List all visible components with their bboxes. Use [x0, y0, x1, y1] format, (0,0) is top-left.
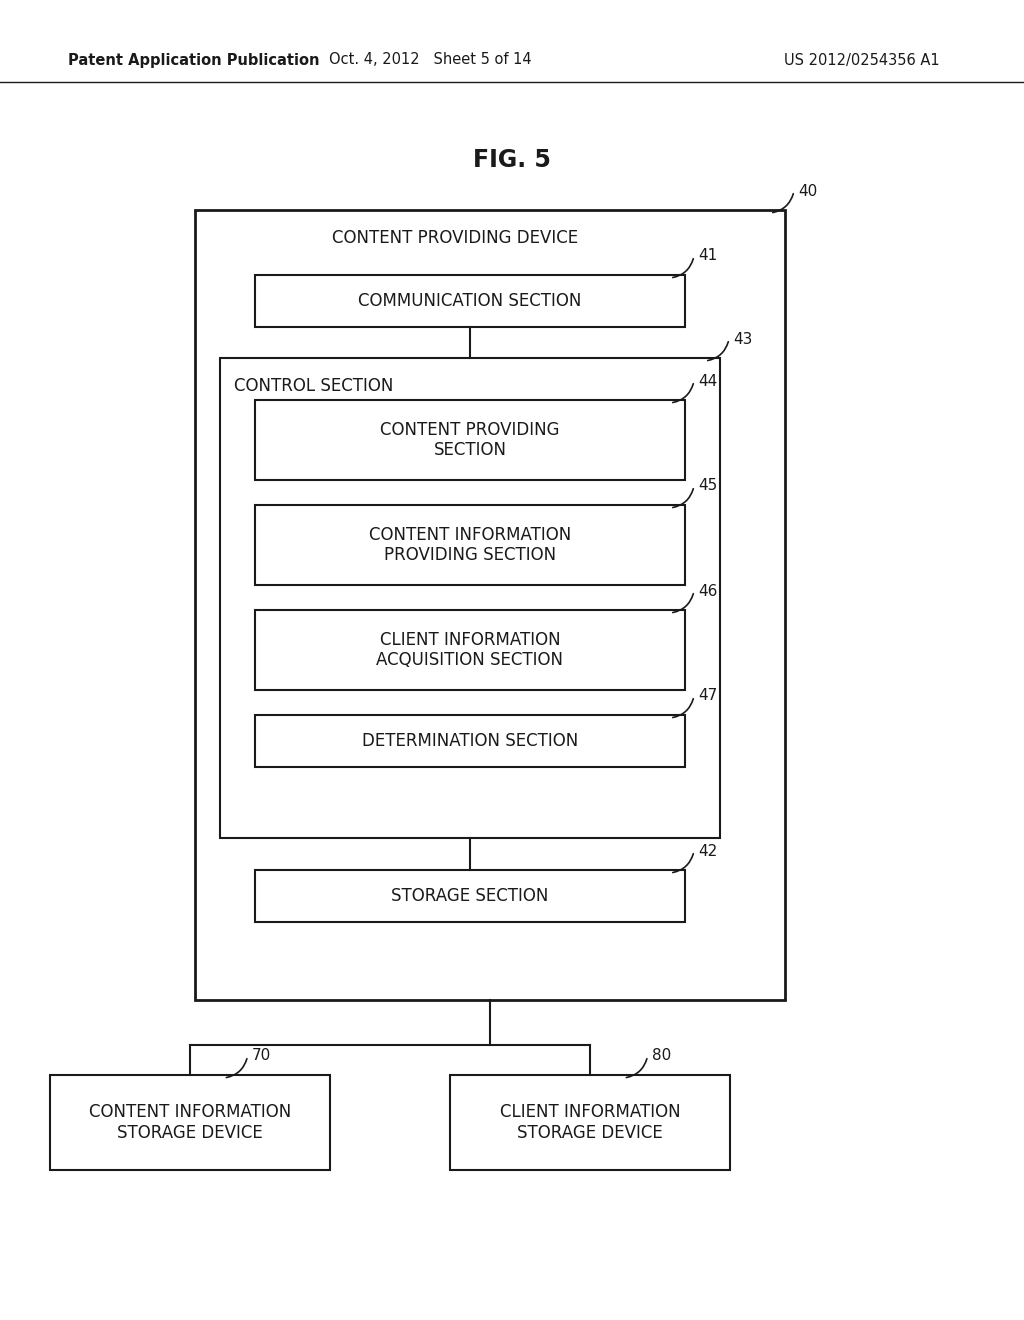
- Text: CONTENT INFORMATION
STORAGE DEVICE: CONTENT INFORMATION STORAGE DEVICE: [89, 1104, 291, 1142]
- Text: STORAGE SECTION: STORAGE SECTION: [391, 887, 549, 906]
- Text: 42: 42: [698, 843, 717, 858]
- Text: 47: 47: [698, 689, 717, 704]
- Text: 80: 80: [651, 1048, 671, 1064]
- Text: Oct. 4, 2012   Sheet 5 of 14: Oct. 4, 2012 Sheet 5 of 14: [329, 53, 531, 67]
- Bar: [255, 506, 685, 585]
- Text: 46: 46: [698, 583, 718, 598]
- Bar: [50, 1074, 330, 1170]
- Text: FIG. 5: FIG. 5: [473, 148, 551, 172]
- Text: Patent Application Publication: Patent Application Publication: [68, 53, 319, 67]
- Bar: [220, 358, 720, 838]
- Text: CONTENT INFORMATION
PROVIDING SECTION: CONTENT INFORMATION PROVIDING SECTION: [369, 525, 571, 565]
- Text: US 2012/0254356 A1: US 2012/0254356 A1: [784, 53, 940, 67]
- Bar: [195, 210, 785, 1001]
- Text: 41: 41: [698, 248, 717, 264]
- Text: DETERMINATION SECTION: DETERMINATION SECTION: [361, 733, 579, 750]
- Bar: [450, 1074, 730, 1170]
- Bar: [255, 400, 685, 480]
- Text: 44: 44: [698, 374, 717, 388]
- Text: CLIENT INFORMATION
STORAGE DEVICE: CLIENT INFORMATION STORAGE DEVICE: [500, 1104, 680, 1142]
- Text: COMMUNICATION SECTION: COMMUNICATION SECTION: [358, 292, 582, 310]
- Text: CONTROL SECTION: CONTROL SECTION: [234, 378, 393, 395]
- Text: 40: 40: [798, 183, 817, 198]
- Bar: [255, 870, 685, 921]
- Text: 45: 45: [698, 479, 717, 494]
- Bar: [255, 715, 685, 767]
- Text: CLIENT INFORMATION
ACQUISITION SECTION: CLIENT INFORMATION ACQUISITION SECTION: [377, 631, 563, 669]
- Bar: [255, 275, 685, 327]
- Text: 70: 70: [252, 1048, 271, 1064]
- Bar: [255, 610, 685, 690]
- Text: CONTENT PROVIDING
SECTION: CONTENT PROVIDING SECTION: [380, 421, 560, 459]
- Text: 43: 43: [733, 331, 753, 346]
- Text: CONTENT PROVIDING DEVICE: CONTENT PROVIDING DEVICE: [332, 228, 578, 247]
